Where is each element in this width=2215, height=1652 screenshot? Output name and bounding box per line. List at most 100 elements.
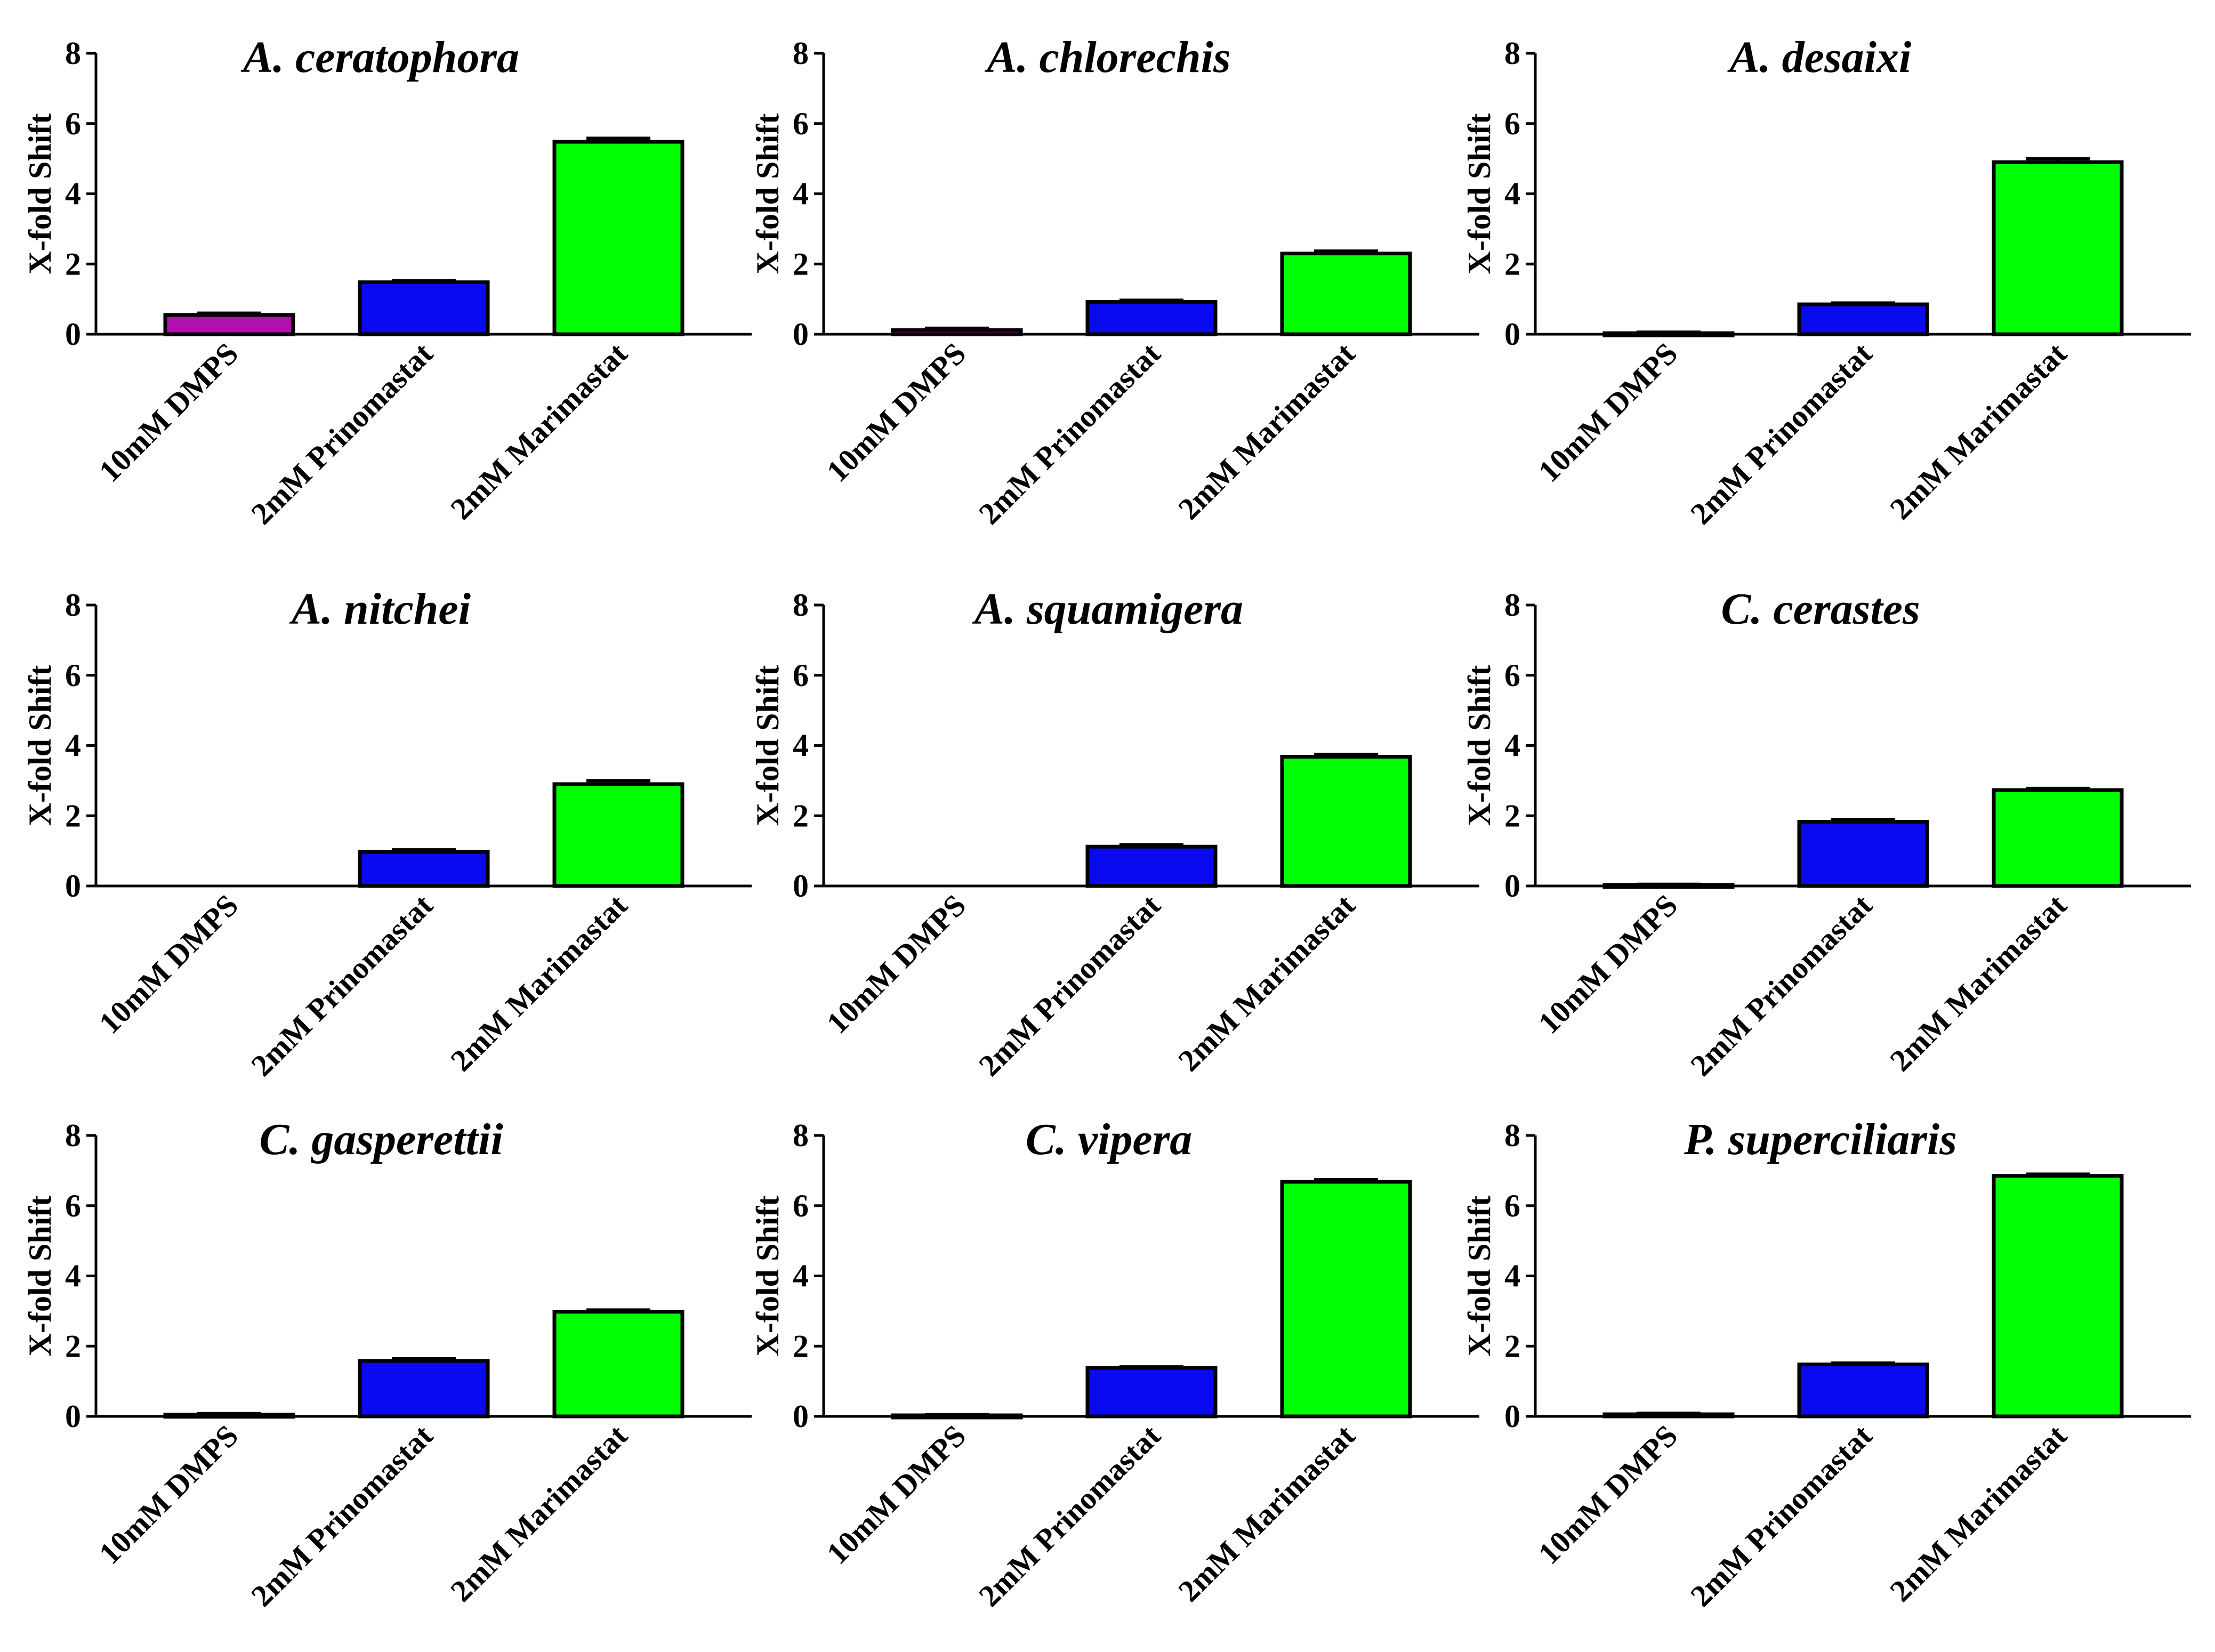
y-axis-label: X-fold Shift <box>1462 1196 1497 1357</box>
bar <box>552 782 684 888</box>
x-tick-label: 2mM Prinomastat <box>244 888 439 1083</box>
error-bar <box>1637 1412 1701 1415</box>
x-tick-label: 2mM Marimastat <box>1171 336 1362 526</box>
y-tick-label: 0 <box>1504 868 1520 904</box>
y-tick-label: 6 <box>793 106 809 141</box>
bar <box>1280 1180 1412 1419</box>
bar <box>1992 1174 2124 1419</box>
y-tick-label: 8 <box>1504 1118 1520 1153</box>
y-tick-label: 2 <box>1504 1328 1520 1364</box>
y-tick-label: 4 <box>1504 1259 1520 1294</box>
bar <box>552 140 684 336</box>
y-tick-label: 8 <box>65 587 81 623</box>
y-axis-label: X-fold Shift <box>22 665 58 826</box>
bar <box>163 313 295 336</box>
bar <box>1085 300 1218 336</box>
chart-title: A. ceratophora <box>240 33 519 82</box>
y-tick-label: 4 <box>793 176 809 212</box>
x-tick-label: 2mM Marimastat <box>1883 336 2073 526</box>
error-bar <box>2026 786 2090 791</box>
error-bar <box>586 779 650 784</box>
error-bar <box>925 326 989 331</box>
chart-title: C. gasperettii <box>259 1115 503 1164</box>
y-tick-label: 0 <box>1504 1399 1520 1434</box>
x-tick-label: 2mM Marimastat <box>1883 888 2073 1078</box>
bar <box>1085 1366 1218 1419</box>
x-tick-label: 2mM Prinomastat <box>1684 888 1879 1083</box>
y-tick-label: 2 <box>793 1328 809 1364</box>
y-tick-label: 8 <box>1504 36 1520 71</box>
y-tick-label: 0 <box>65 868 81 904</box>
y-axis-label: X-fold Shift <box>22 1196 58 1357</box>
bar <box>1992 160 2124 336</box>
chart-title: C. cerastes <box>1721 584 1920 634</box>
x-tick-label: 2mM Prinomastat <box>1684 1418 1879 1613</box>
y-tick-label: 4 <box>65 728 81 763</box>
x-tick-label: 10mM DMPS <box>820 888 972 1040</box>
y-tick-label: 8 <box>65 1118 81 1153</box>
y-tick-label: 2 <box>1504 798 1520 833</box>
error-bar <box>1119 1365 1183 1369</box>
chart-title: A. nitchei <box>289 584 471 634</box>
y-axis-label: X-fold Shift <box>1462 665 1497 826</box>
x-tick-label: 2mM Prinomastat <box>972 888 1167 1083</box>
chart-title: A. squamigera <box>972 584 1243 634</box>
error-bar <box>1314 249 1378 254</box>
y-axis-label: X-fold Shift <box>750 1196 785 1357</box>
error-bar <box>1831 301 1895 305</box>
bar <box>1797 302 1929 336</box>
error-bar <box>392 279 456 283</box>
y-tick-label: 2 <box>1504 246 1520 281</box>
y-tick-label: 6 <box>793 1188 809 1223</box>
x-tick-label: 10mM DMPS <box>820 1418 972 1570</box>
y-tick-label: 4 <box>793 728 809 763</box>
y-tick-label: 2 <box>65 246 81 281</box>
y-tick-label: 0 <box>1504 317 1520 352</box>
error-bar <box>392 1357 456 1361</box>
x-tick-label: 10mM DMPS <box>92 336 245 488</box>
x-tick-label: 2mM Marimastat <box>444 1418 634 1608</box>
chart-panel-7: C. gasperettii X-fold Shift 0 2 4 6 8 10mM DMPS… <box>22 1115 752 1613</box>
x-tick-label: 10mM DMPS <box>92 888 245 1040</box>
error-bar <box>392 848 456 852</box>
y-tick-label: 6 <box>793 658 809 693</box>
error-bar <box>586 136 650 142</box>
bar <box>1992 788 2124 888</box>
error-bar <box>586 1308 650 1312</box>
y-tick-label: 6 <box>65 106 81 141</box>
x-tick-label: 2mM Prinomastat <box>972 1418 1167 1613</box>
y-tick-label: 6 <box>65 1188 81 1223</box>
error-bar <box>2026 157 2090 163</box>
bar <box>1797 1363 1929 1419</box>
x-tick-label: 2mM Prinomastat <box>244 1418 439 1613</box>
y-tick-label: 0 <box>65 317 81 352</box>
y-tick-label: 8 <box>793 587 809 623</box>
error-bar <box>1119 299 1183 302</box>
chart-panel-9: P. superciliaris X-fold Shift 0 2 4 6 8 10mM DM… <box>1462 1115 2191 1613</box>
chart-panel-1: A. ceratophora X-fold Shift 0 2 4 6 8 10mM DMPS… <box>22 33 752 531</box>
y-tick-label: 8 <box>793 36 809 71</box>
y-tick-label: 4 <box>793 1259 809 1294</box>
x-tick-label: 2mM Prinomastat <box>972 336 1167 531</box>
y-tick-label: 8 <box>793 1118 809 1153</box>
chart-title: P. superciliaris <box>1684 1115 1957 1164</box>
chart-title: A. desaixi <box>1727 33 1912 82</box>
y-tick-label: 2 <box>65 1328 81 1364</box>
bar <box>1280 251 1412 336</box>
bar <box>1280 755 1412 888</box>
error-bar <box>1831 1361 1895 1365</box>
y-tick-label: 4 <box>65 1259 81 1294</box>
y-tick-label: 2 <box>65 798 81 833</box>
x-tick-label: 10mM DMPS <box>1532 888 1684 1040</box>
x-tick-label: 2mM Marimastat <box>1171 1418 1362 1608</box>
y-tick-label: 0 <box>793 1399 809 1434</box>
bar <box>1797 819 1929 888</box>
y-tick-label: 2 <box>793 798 809 833</box>
y-axis-label: X-fold Shift <box>1462 114 1497 275</box>
y-tick-label: 6 <box>1504 658 1520 693</box>
